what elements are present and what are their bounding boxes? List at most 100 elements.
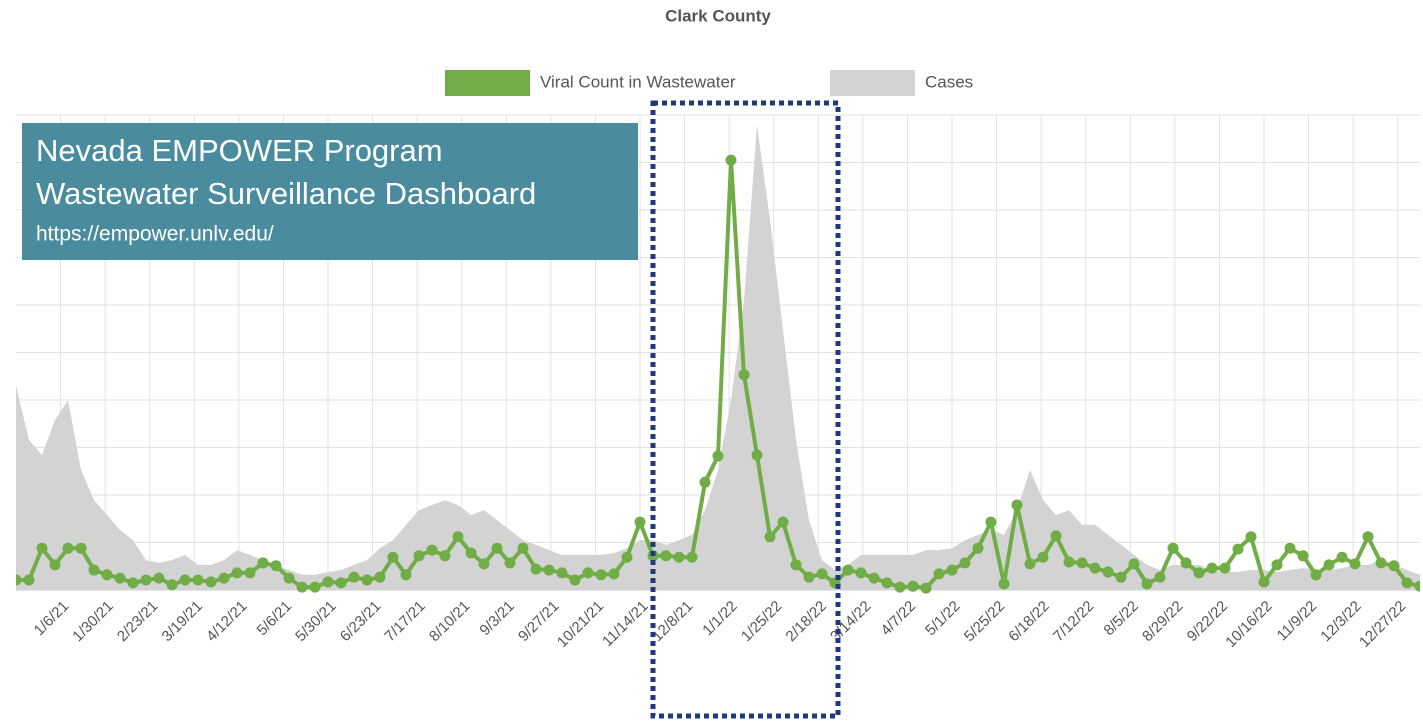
data-point [946, 564, 958, 576]
data-point [920, 582, 932, 594]
data-point [1284, 542, 1296, 554]
data-point [1414, 580, 1420, 592]
data-point [1180, 557, 1192, 569]
data-point [1375, 557, 1387, 569]
x-tick-label: 5/6/21 [254, 598, 296, 640]
x-tick-label: 6/18/22 [1005, 598, 1052, 645]
data-point [972, 542, 984, 554]
data-point [49, 559, 61, 571]
data-point [1310, 569, 1322, 581]
data-point [244, 567, 256, 579]
x-tick-label: 12/8/21 [649, 598, 696, 645]
data-point [907, 580, 919, 592]
data-point [478, 558, 490, 570]
legend-label: Cases [925, 72, 973, 91]
x-tick-label: 12/27/22 [1356, 598, 1409, 651]
data-point [933, 568, 945, 580]
data-point [712, 450, 724, 462]
data-point [1063, 556, 1075, 568]
data-point [192, 574, 204, 586]
data-point [231, 567, 243, 579]
annotation-url: https://empower.unlv.edu/ [36, 223, 274, 246]
data-point [75, 542, 87, 554]
data-point [881, 577, 893, 589]
data-point [621, 551, 633, 563]
x-tick-label: 2/18/22 [783, 598, 830, 645]
data-point [309, 581, 321, 593]
data-point [894, 581, 906, 593]
data-point [1232, 543, 1244, 555]
legend-swatch [830, 70, 915, 96]
data-point [842, 564, 854, 576]
x-tick-label: 5/30/21 [292, 598, 339, 645]
highlight-box [650, 100, 841, 719]
data-point [1193, 567, 1205, 579]
data-point [36, 542, 48, 554]
x-tick-label: 10/21/21 [554, 598, 607, 651]
data-point [270, 560, 282, 572]
legend-swatch [445, 70, 530, 96]
x-tick-label: 1/30/21 [69, 598, 116, 645]
data-point [699, 476, 711, 488]
data-point [660, 550, 672, 562]
data-point [179, 574, 191, 586]
data-point [374, 571, 386, 583]
data-point [1336, 551, 1348, 563]
data-point [569, 574, 581, 586]
data-point [543, 564, 555, 576]
data-point [1297, 550, 1309, 562]
x-tick-label: 1/1/22 [699, 598, 741, 640]
data-point [582, 567, 594, 579]
x-tick-label: 3/14/22 [827, 598, 874, 645]
chart-title: Clark County [665, 6, 771, 25]
x-tick-label: 8/29/22 [1139, 598, 1186, 645]
data-point [1011, 499, 1023, 511]
x-tick-label: 5/25/22 [961, 598, 1008, 645]
data-point [439, 550, 451, 562]
data-point [1323, 559, 1335, 571]
data-point [1258, 576, 1270, 588]
data-point [634, 516, 646, 528]
data-point [62, 542, 74, 554]
data-point [673, 551, 685, 563]
legend-label: Viral Count in Wastewater [540, 72, 736, 91]
cases-area [16, 124, 1420, 590]
data-point [803, 571, 815, 583]
data-point [855, 567, 867, 579]
x-tick-label: 4/12/21 [203, 598, 250, 645]
data-point [998, 578, 1010, 590]
data-point [1102, 566, 1114, 578]
data-point [738, 369, 750, 381]
data-point [790, 559, 802, 571]
annotation-box [22, 123, 638, 260]
data-point [361, 574, 373, 586]
data-point [751, 449, 763, 461]
data-point [335, 577, 347, 589]
data-point [1076, 557, 1088, 569]
x-tick-label: 5/1/22 [922, 598, 964, 640]
data-point [1388, 560, 1400, 572]
data-point [608, 568, 620, 580]
x-tick-label: 4/7/22 [878, 598, 920, 640]
data-point [985, 516, 997, 528]
x-tick-label: 9/3/21 [476, 598, 518, 640]
data-point [283, 572, 295, 584]
data-point [1089, 562, 1101, 574]
data-point [764, 531, 776, 543]
data-point [1245, 531, 1257, 543]
data-point [556, 567, 568, 579]
x-tick-label: 8/10/21 [426, 598, 473, 645]
data-point [1271, 559, 1283, 571]
x-tick-label: 3/19/21 [159, 598, 206, 645]
data-point [387, 551, 399, 563]
data-point [1219, 562, 1231, 574]
data-point [127, 577, 139, 589]
data-point [959, 557, 971, 569]
data-point [686, 551, 698, 563]
data-point [1167, 542, 1179, 554]
data-point [1141, 578, 1153, 590]
x-tick-label: 2/23/21 [114, 598, 161, 645]
x-tick-label: 11/14/21 [599, 598, 652, 651]
data-point [725, 154, 737, 166]
